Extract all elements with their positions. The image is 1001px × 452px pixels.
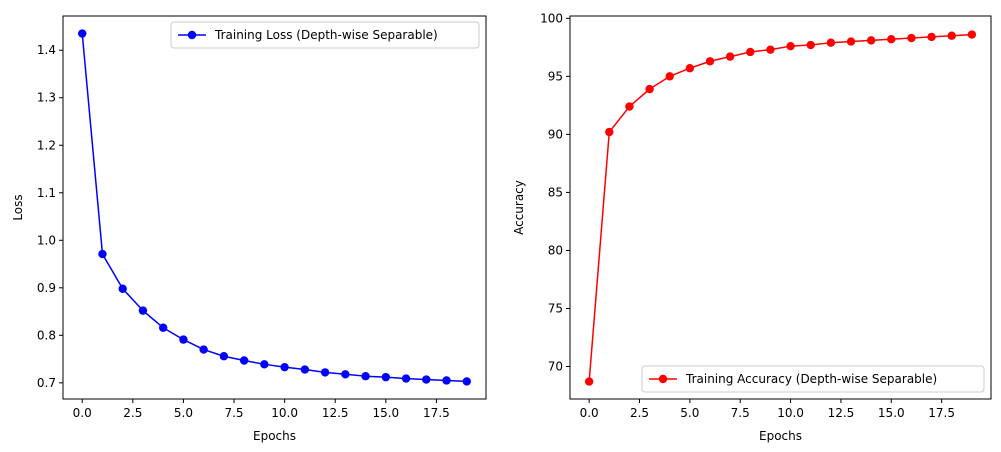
y-tick-label: 85 <box>548 185 563 199</box>
y-tick-label: 100 <box>540 11 563 25</box>
legend-box <box>641 365 985 393</box>
data-point <box>746 47 755 57</box>
y-tick-label: 95 <box>548 69 563 83</box>
y-tick-label: 0.7 <box>37 376 56 390</box>
axes-frame <box>62 15 487 400</box>
x-tick-label: 2.5 <box>630 406 649 420</box>
series-1 <box>78 29 471 386</box>
x-tick-label: 7.5 <box>224 406 243 420</box>
legend-marker <box>658 374 668 384</box>
data-point <box>280 362 289 372</box>
data-point <box>98 249 107 259</box>
y-axis-label: Accuracy <box>512 180 526 235</box>
y-tick-label: 1.4 <box>37 43 56 57</box>
data-point <box>927 32 936 42</box>
data-point <box>320 368 330 377</box>
data-point <box>866 36 876 45</box>
data-point <box>725 52 735 61</box>
data-point <box>422 375 431 384</box>
x-axis-label: Epochs <box>759 429 802 443</box>
data-point <box>239 356 249 365</box>
data-point <box>887 35 896 44</box>
x-tick-label: 5.0 <box>174 406 193 420</box>
data-point <box>665 72 674 81</box>
y-tick-label: 75 <box>548 301 563 315</box>
x-tick-label: 15.0 <box>878 406 905 420</box>
data-point <box>584 377 594 386</box>
data-point <box>219 352 229 361</box>
data-point <box>341 370 350 379</box>
data-point <box>846 37 856 46</box>
x-axis-label: Epochs <box>253 429 296 443</box>
plot-area <box>63 16 486 399</box>
y-axis-label: Loss <box>11 194 25 220</box>
data-point <box>766 45 775 54</box>
data-point <box>705 57 715 66</box>
x-tick-label: 10.0 <box>777 406 804 420</box>
x-tick-label: 15.0 <box>372 406 399 420</box>
subplot-2: 0.0 2.5 5.0 7.5 10.0 12.5 15.0 17.5 70 75 80 85 90 95… <box>512 11 992 443</box>
data-point <box>907 33 916 43</box>
y-tick-label: 80 <box>548 243 563 257</box>
axes-frame <box>569 15 992 400</box>
y-tick-label: 0.8 <box>37 328 56 342</box>
y-tick-label: 1.1 <box>37 186 56 200</box>
legend-box <box>170 21 480 49</box>
data-point <box>786 41 795 51</box>
data-point <box>138 306 148 315</box>
x-tick-label: 17.5 <box>423 406 450 420</box>
y-tick-label: 1.2 <box>37 138 56 152</box>
y-tick-label: 1.3 <box>37 91 56 105</box>
y-tick-label: 70 <box>548 360 563 374</box>
y-tick-label: 90 <box>548 127 563 141</box>
x-tick-label: 7.5 <box>731 406 750 420</box>
x-tick-label: 0.0 <box>73 406 92 420</box>
data-point <box>179 335 188 344</box>
data-point <box>118 284 127 293</box>
legend: Training Accuracy (Depth-wise Separable) <box>641 365 985 393</box>
data-point <box>442 376 451 385</box>
data-point <box>260 360 269 369</box>
data-point <box>300 365 310 374</box>
data-point <box>806 40 815 50</box>
data-point <box>967 30 977 39</box>
legend-label: Training Accuracy (Depth-wise Separable) <box>685 372 937 386</box>
series-1 <box>584 30 977 386</box>
data-point <box>381 372 391 382</box>
y-tick-label: 0.9 <box>37 281 56 295</box>
y-tick-label: 1.0 <box>37 233 56 247</box>
data-point <box>401 374 411 383</box>
data-point <box>158 323 168 332</box>
data-point <box>199 345 208 354</box>
plot-area <box>570 16 991 399</box>
x-tick-label: 10.0 <box>271 406 298 420</box>
x-tick-label: 0.0 <box>580 406 599 420</box>
x-tick-label: 5.0 <box>680 406 699 420</box>
x-tick-label: 12.5 <box>828 406 855 420</box>
legend: Training Loss (Depth-wise Separable) <box>170 21 480 49</box>
subplot-1: 0.0 2.5 5.0 7.5 10.0 12.5 15.0 17.5 0.7 0.8 0.9 1.0… <box>11 15 487 443</box>
data-point <box>947 31 956 40</box>
data-point <box>361 371 370 381</box>
data-point <box>605 127 614 137</box>
legend-marker <box>187 30 197 40</box>
legend-label: Training Loss (Depth-wise Separable) <box>214 28 438 42</box>
data-point <box>78 29 87 38</box>
x-tick-label: 2.5 <box>123 406 142 420</box>
data-point <box>625 102 634 111</box>
x-tick-label: 17.5 <box>928 406 955 420</box>
data-point <box>462 377 471 386</box>
data-point <box>826 38 836 47</box>
data-point <box>645 84 654 94</box>
x-tick-label: 12.5 <box>322 406 349 420</box>
data-point <box>685 64 695 73</box>
